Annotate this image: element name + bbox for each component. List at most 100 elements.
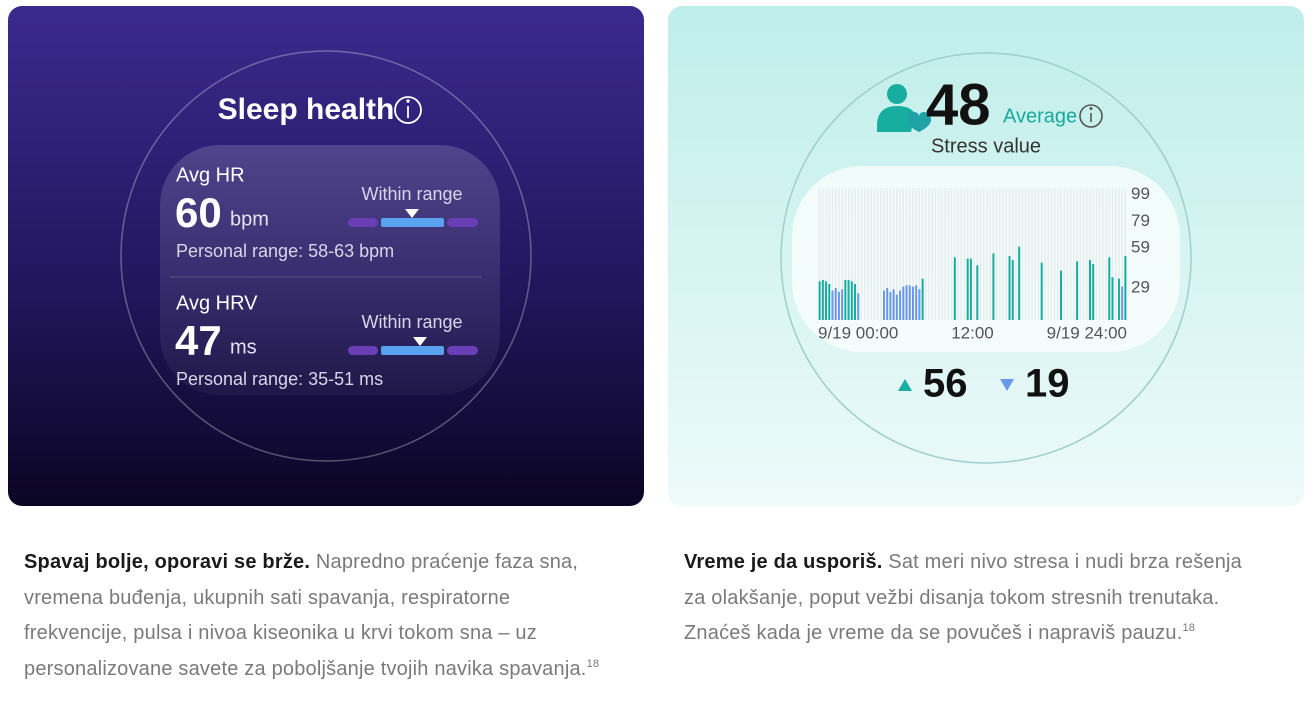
background-bar (902, 188, 905, 320)
stress-icon (877, 84, 931, 132)
background-bar (1021, 188, 1024, 320)
background-bar (970, 188, 972, 320)
stress-level: Average (1003, 105, 1077, 127)
background-bar (886, 188, 888, 320)
bar (902, 286, 905, 320)
background-bar (851, 188, 853, 320)
bar (825, 281, 828, 320)
background-bar (995, 188, 998, 320)
bar (850, 281, 853, 320)
metric-label: Avg HRV (176, 292, 258, 314)
background-bar (828, 188, 830, 320)
background-bar (838, 188, 840, 320)
bar (857, 293, 860, 320)
range-pointer (413, 337, 427, 346)
y-tick-label: 29 (1131, 277, 1150, 296)
stress-min: 19 (1025, 362, 1070, 406)
bar (915, 285, 918, 320)
bar (1040, 262, 1043, 320)
background-bar (1111, 188, 1114, 320)
bar (1111, 277, 1114, 320)
range-high (447, 346, 478, 355)
background-bar (1108, 188, 1111, 320)
bar (1124, 255, 1127, 320)
x-tick-label: 9/19 00:00 (818, 323, 898, 342)
background-bar (1092, 188, 1094, 320)
background-bar (1076, 188, 1078, 320)
metric-range: Personal range: 35-51 ms (176, 369, 383, 389)
background-bar (883, 188, 885, 320)
background-bar (870, 188, 872, 320)
bar (831, 290, 834, 320)
background-bar (863, 188, 866, 320)
background-bar (1098, 188, 1101, 320)
background-bar (1121, 188, 1123, 320)
background-bar (1066, 188, 1069, 320)
background-bar (954, 188, 956, 320)
caption: Vreme je da usporiš. Sat meri nivo stres… (684, 545, 1264, 652)
bar (841, 289, 844, 320)
background-bar (841, 188, 843, 320)
bar (844, 279, 847, 320)
background-bar (986, 188, 988, 320)
bar (899, 290, 902, 320)
caption: Spavaj bolje, oporavi se brže. Napredno … (24, 545, 604, 687)
background-bar (889, 188, 892, 320)
bar (953, 257, 956, 320)
background-bar (960, 188, 962, 320)
bar (1076, 261, 1079, 320)
background-bar (957, 188, 959, 320)
background-bar (880, 188, 882, 320)
background-bar (822, 188, 824, 320)
background-bar (857, 188, 859, 320)
metric-value: 60 (175, 189, 222, 236)
background-bar (1002, 188, 1004, 320)
bar (828, 283, 831, 320)
bar (1092, 263, 1095, 320)
background-bar (825, 188, 827, 320)
range-pointer (405, 209, 419, 218)
metric-status: Within range (361, 184, 462, 204)
background-bar (1050, 188, 1053, 320)
stress-caption: Stress value (931, 135, 1041, 157)
background-bar (912, 188, 914, 320)
info-icon[interactable] (394, 96, 422, 124)
stress-chart: 29 59 79 99 9/19 00:00 12:00 9/19 24:00 (818, 184, 1150, 342)
stress-max: 56 (923, 362, 968, 406)
background-bar (947, 188, 950, 320)
bar (847, 279, 850, 320)
range-low (348, 218, 378, 227)
down-arrow (1000, 379, 1014, 391)
background-bar (844, 188, 847, 320)
bar (886, 287, 889, 320)
background-bar (931, 188, 933, 320)
background-bar (867, 188, 869, 320)
bar (837, 291, 840, 320)
background-bar (937, 188, 940, 320)
bar (854, 283, 857, 320)
background-bar (1102, 188, 1104, 320)
background-bar (973, 188, 975, 320)
background-bar (966, 188, 969, 320)
background-bar (873, 188, 876, 320)
background-bar (950, 188, 953, 320)
background-bar (860, 188, 863, 320)
background-bar (899, 188, 901, 320)
background-bar (1082, 188, 1085, 320)
metric-status: Within range (361, 312, 462, 332)
background-bar (854, 188, 856, 320)
background-bar (925, 188, 927, 320)
background-bar (1124, 188, 1127, 320)
background-bar (1034, 188, 1036, 320)
background-bar (1118, 188, 1120, 320)
background-bar (918, 188, 921, 320)
caption-text: Napredno praćenje faza sna, vremena buđe… (24, 551, 587, 680)
caption-lead: Vreme je da usporiš. (684, 551, 883, 573)
background-bar (1057, 188, 1059, 320)
background-bar (1047, 188, 1049, 320)
bar (1108, 257, 1111, 320)
info-icon[interactable] (1079, 104, 1103, 128)
footnote: 18 (586, 657, 600, 670)
y-tick-label: 59 (1131, 237, 1150, 256)
background-bar (1028, 188, 1030, 320)
